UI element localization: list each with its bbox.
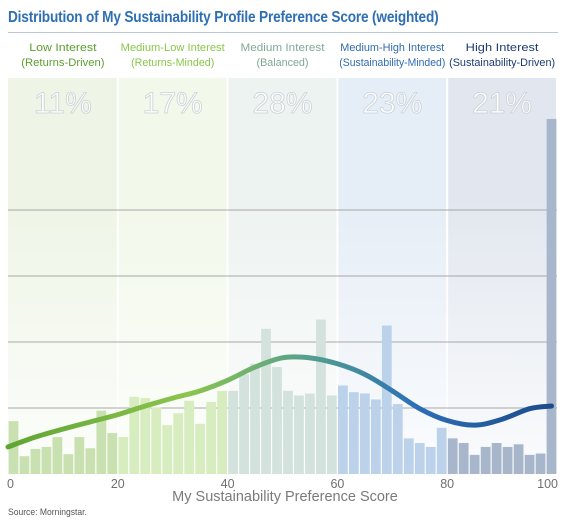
category-name: Medium Interest [241,42,325,54]
histogram-bar [491,442,502,474]
histogram-bar [85,448,96,474]
category-name: Medium-High Interest [340,42,444,54]
category-name: Low Interest [29,42,96,54]
histogram-bar [414,442,425,474]
histogram-bar [469,454,480,474]
histogram-bar [129,396,140,474]
category-subtitle: (Sustainability-Minded) [339,57,445,69]
category-percent: 17% [143,87,203,120]
histogram-bar [217,390,227,474]
chart-title: Distribution of My Sustainability Profil… [8,9,439,26]
histogram-bar [250,363,260,474]
histogram-bar [381,325,392,474]
category-name: High Interest [466,42,539,54]
histogram-bar [52,437,63,474]
histogram-bar [370,399,381,474]
x-tick-label: 60 [330,477,344,491]
x-axis-label: My Sustainability Preference Score [172,489,398,505]
histogram-bar [195,423,206,474]
histogram-bar [480,446,491,474]
category-percent: 28% [252,87,312,120]
histogram-bar [8,421,19,474]
histogram-bar [140,398,151,474]
category-headers: Low Interest (Returns-Driven) 11% Medium-Lo… [21,42,555,120]
x-tick-label: 100 [537,477,558,491]
histogram-bar [447,438,458,474]
x-tick-label: 80 [440,477,454,491]
source-note: Source: Morningstar. [8,507,87,518]
title-rule [8,32,558,33]
histogram-bar [261,328,271,474]
histogram-bar [338,385,348,474]
gridlines [8,209,557,409]
histogram-bar [316,319,326,474]
histogram-bar [272,367,282,474]
histogram-bar [436,427,447,474]
histogram-bar [228,390,238,474]
histogram-bar [283,390,293,474]
histogram-bar [294,395,304,474]
category-percent: 11% [34,87,92,120]
category-subtitle: (Balanced) [257,57,309,69]
histogram-bar [74,437,85,474]
x-axis-ticks: 0 20 40 60 80 100 [7,477,558,491]
histogram-bar [392,404,403,474]
histogram-bar [403,438,414,474]
histogram-bar [502,446,513,474]
category-subtitle: (Returns-Driven) [21,57,104,69]
histogram-bar [327,395,337,474]
category-subtitle: (Sustainability-Driven) [449,57,555,69]
x-tick-label: 20 [111,477,125,491]
category-percent: 21% [472,87,532,120]
histogram-bar [206,402,217,474]
distribution-curve [5,354,555,450]
histogram-bar [151,407,162,474]
histogram-bar [458,442,469,474]
histogram-bar [239,374,249,474]
histogram-bar [546,118,557,475]
x-tick-label: 40 [221,477,235,491]
histogram-bar [107,433,118,474]
distribution-curve-line [5,354,555,450]
category-band-fade [448,198,556,474]
histogram-bar [513,444,524,474]
histogram-bar [348,392,359,474]
histogram-bar [41,446,52,474]
x-tick-label: 0 [7,477,14,491]
histogram-bar [63,454,74,474]
category-subtitle: (Returns-Minded) [131,57,214,69]
histogram-bar [19,456,30,474]
histogram-bar [425,446,436,474]
histogram-bar [305,393,315,474]
histogram-bar [118,437,129,474]
histogram-bar [535,453,546,474]
histogram-bar [524,454,535,474]
category-name: Medium-Low Interest [121,42,225,54]
category-percent: 23% [362,87,422,120]
histogram-bars [8,118,557,475]
histogram-bar [30,448,41,474]
histogram-bar [162,425,173,474]
histogram-bar [173,413,184,474]
histogram-bar [96,410,107,474]
histogram-bar [184,400,195,474]
histogram-bar [359,393,370,474]
